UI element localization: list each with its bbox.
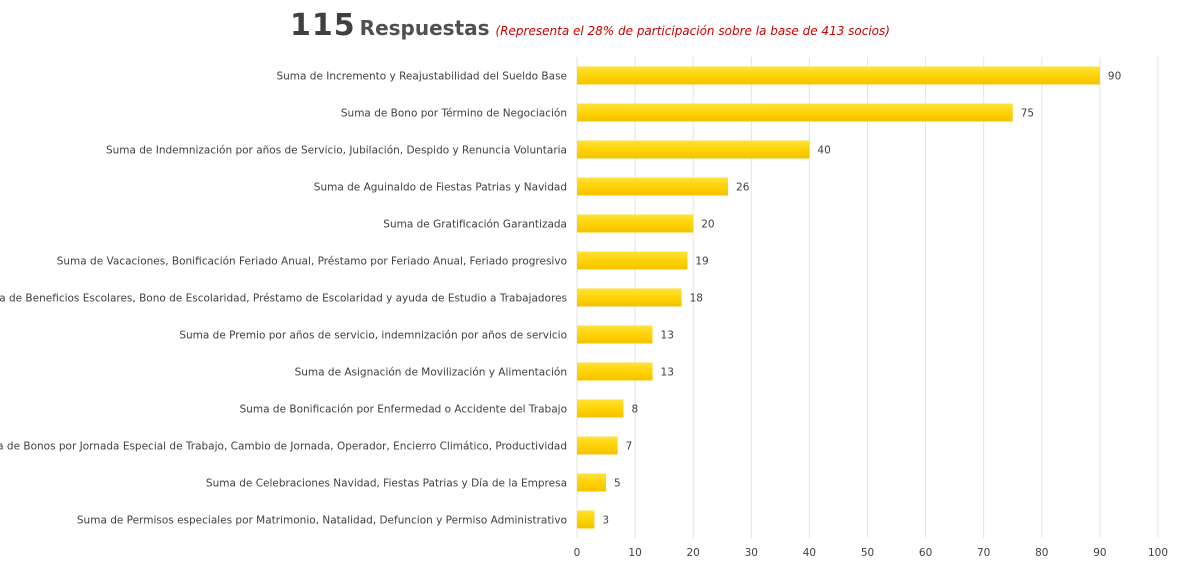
data-label: 19 <box>695 256 708 268</box>
x-tick-label: 90 <box>1093 547 1106 559</box>
bar <box>577 140 810 159</box>
bar <box>577 66 1100 85</box>
data-label: 40 <box>817 145 830 157</box>
x-tick-label: 80 <box>1035 547 1048 559</box>
bar <box>577 251 688 270</box>
chart-grid <box>576 57 1159 538</box>
x-tick-label: 10 <box>628 547 641 559</box>
response-label: Respuestas <box>359 16 490 40</box>
category-label: Suma de Beneficios Escolares, Bono de Es… <box>0 293 567 305</box>
category-label: Suma de Bonos por Jornada Especial de Tr… <box>0 441 567 453</box>
data-label: 13 <box>661 330 674 342</box>
x-tick-label: 0 <box>574 547 581 559</box>
category-label: Suma de Aguinaldo de Fiestas Patrias y N… <box>314 182 567 194</box>
bar <box>577 473 607 492</box>
category-labels: Suma de Incremento y Reajustabilidad del… <box>0 71 567 527</box>
data-label: 26 <box>736 182 750 194</box>
x-tick-label: 70 <box>977 547 990 559</box>
x-tick-label: 60 <box>919 547 932 559</box>
data-label: 3 <box>602 515 609 527</box>
category-label: Suma de Celebraciones Navidad, Fiestas P… <box>206 478 567 490</box>
category-label: Suma de Indemnización por años de Servic… <box>106 145 567 157</box>
bar <box>577 436 618 455</box>
bar <box>577 325 653 344</box>
x-tick-label: 50 <box>861 547 874 559</box>
x-tick-label: 100 <box>1148 547 1168 559</box>
participation-note: (Representa el 28% de participación sobr… <box>495 24 890 38</box>
category-label: Suma de Bonificación por Enfermedad o Ac… <box>240 404 567 416</box>
bar <box>577 177 729 196</box>
bar <box>577 214 694 233</box>
bar <box>577 510 595 529</box>
bar <box>577 288 682 307</box>
category-label: Suma de Premio por años de servicio, ind… <box>179 330 567 342</box>
x-tick-label: 20 <box>687 547 700 559</box>
response-count: 115 <box>290 8 356 43</box>
x-tick-label: 30 <box>745 547 758 559</box>
data-label: 5 <box>614 478 621 490</box>
category-label: Suma de Gratificación Garantizada <box>383 219 567 231</box>
data-label: 20 <box>701 219 714 231</box>
bar <box>577 103 1013 122</box>
data-label: 8 <box>631 404 638 416</box>
data-label: 18 <box>690 293 703 305</box>
bar <box>577 399 624 418</box>
category-label: Suma de Bono por Término de Negociación <box>341 108 567 120</box>
chart-bars <box>577 66 1100 529</box>
data-label: 75 <box>1021 108 1034 120</box>
category-label: Suma de Asignación de Movilización y Ali… <box>295 367 567 379</box>
data-label: 13 <box>661 367 674 379</box>
chart-title: 115 Respuestas (Representa el 28% de parti… <box>0 8 1180 43</box>
x-axis-ticks: 0 10 20 30 40 50 60 70 80 90 100 <box>574 547 1168 559</box>
bar <box>577 362 653 381</box>
x-tick-label: 40 <box>803 547 816 559</box>
category-label: Suma de Vacaciones, Bonificación Feriado… <box>57 256 567 268</box>
data-label: 90 <box>1108 71 1121 83</box>
category-label: Suma de Incremento y Reajustabilidad del… <box>276 71 567 83</box>
data-label: 7 <box>626 441 633 453</box>
category-label: Suma de Permisos especiales por Matrimon… <box>77 515 567 527</box>
